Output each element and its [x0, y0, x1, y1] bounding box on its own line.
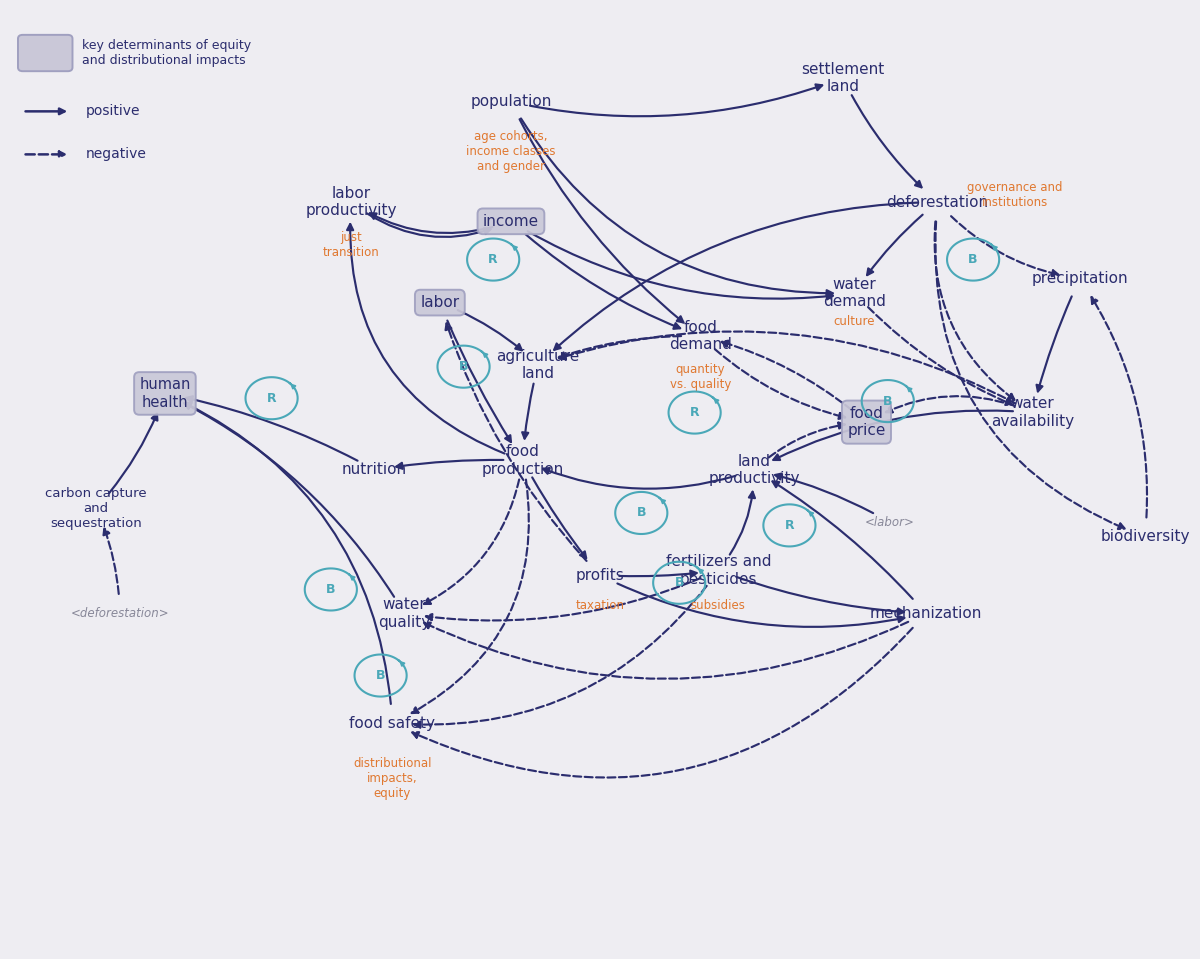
FancyArrowPatch shape — [424, 621, 908, 679]
Text: precipitation: precipitation — [1032, 271, 1128, 286]
FancyArrowPatch shape — [185, 403, 391, 704]
Text: carbon capture
and
sequestration: carbon capture and sequestration — [46, 486, 148, 529]
Text: water
demand: water demand — [823, 277, 886, 309]
Text: water
quality: water quality — [378, 597, 431, 629]
FancyArrowPatch shape — [526, 234, 680, 329]
FancyArrowPatch shape — [396, 460, 503, 469]
Text: labor
productivity: labor productivity — [305, 186, 397, 219]
Text: deforestation: deforestation — [887, 195, 989, 210]
FancyArrowPatch shape — [868, 215, 923, 275]
FancyArrowPatch shape — [721, 340, 852, 409]
Text: population: population — [470, 94, 552, 109]
Text: biodiversity: biodiversity — [1100, 529, 1189, 545]
FancyArrowPatch shape — [448, 320, 511, 442]
Text: fertilizers and
pesticides: fertilizers and pesticides — [666, 554, 772, 587]
Text: B: B — [458, 361, 468, 373]
Text: negative: negative — [85, 148, 146, 161]
FancyArrowPatch shape — [457, 310, 522, 350]
Text: mechanization: mechanization — [870, 606, 982, 620]
FancyArrowPatch shape — [347, 224, 504, 454]
FancyArrowPatch shape — [773, 481, 913, 598]
FancyArrowPatch shape — [935, 222, 1014, 400]
FancyArrowPatch shape — [103, 528, 119, 594]
FancyArrowPatch shape — [730, 492, 755, 554]
Text: food safety: food safety — [349, 715, 436, 731]
Text: subsidies: subsidies — [691, 599, 745, 612]
FancyArrowPatch shape — [412, 480, 529, 713]
FancyArrowPatch shape — [769, 423, 845, 457]
Text: profits: profits — [576, 568, 624, 583]
FancyArrowPatch shape — [737, 577, 904, 615]
Text: nutrition: nutrition — [342, 462, 407, 478]
Text: human
health: human health — [139, 377, 191, 409]
FancyArrowPatch shape — [619, 571, 697, 576]
FancyArrowPatch shape — [617, 583, 905, 627]
FancyArrowPatch shape — [520, 119, 684, 322]
Text: B: B — [376, 669, 385, 682]
Text: distributional
impacts,
equity: distributional impacts, equity — [353, 757, 432, 800]
Text: positive: positive — [85, 105, 140, 118]
FancyArrowPatch shape — [528, 231, 833, 299]
Text: <deforestation>: <deforestation> — [71, 607, 169, 620]
FancyArrowPatch shape — [413, 628, 913, 778]
FancyArrowPatch shape — [185, 404, 394, 596]
Text: settlement
land: settlement land — [802, 61, 884, 94]
FancyArrowPatch shape — [424, 480, 520, 604]
FancyArrowPatch shape — [886, 396, 1014, 412]
Text: quantity
vs. quality: quantity vs. quality — [670, 363, 731, 391]
Text: R: R — [266, 391, 276, 405]
FancyArrowPatch shape — [715, 349, 845, 419]
FancyBboxPatch shape — [18, 35, 72, 71]
Text: R: R — [690, 406, 700, 419]
Text: key determinants of equity
and distributional impacts: key determinants of equity and distribut… — [82, 39, 251, 67]
Text: income: income — [482, 214, 539, 229]
FancyArrowPatch shape — [522, 384, 534, 438]
FancyArrowPatch shape — [868, 307, 1012, 405]
Text: food
demand: food demand — [670, 320, 732, 352]
Text: food
production: food production — [481, 444, 564, 477]
FancyArrowPatch shape — [775, 474, 874, 513]
Text: labor: labor — [420, 295, 460, 310]
FancyArrowPatch shape — [935, 222, 1124, 529]
FancyArrowPatch shape — [1037, 296, 1072, 391]
FancyArrowPatch shape — [521, 119, 833, 296]
Text: land
productivity: land productivity — [708, 454, 799, 486]
Text: culture: culture — [834, 315, 875, 328]
Text: B: B — [326, 583, 336, 596]
FancyArrowPatch shape — [559, 336, 682, 359]
Text: <labor>: <labor> — [865, 516, 916, 529]
FancyArrowPatch shape — [426, 578, 701, 620]
FancyArrowPatch shape — [530, 84, 822, 116]
FancyArrowPatch shape — [367, 213, 491, 237]
Text: B: B — [674, 576, 684, 589]
Text: water
availability: water availability — [991, 396, 1074, 429]
FancyArrowPatch shape — [1092, 297, 1147, 518]
FancyArrowPatch shape — [445, 323, 587, 561]
FancyArrowPatch shape — [186, 396, 358, 460]
FancyArrowPatch shape — [533, 478, 586, 558]
Text: just
transition: just transition — [323, 231, 379, 259]
FancyArrowPatch shape — [559, 332, 1015, 404]
Text: B: B — [883, 394, 893, 408]
FancyArrowPatch shape — [773, 410, 1013, 460]
Text: B: B — [636, 506, 646, 520]
FancyArrowPatch shape — [852, 95, 922, 187]
Text: food
price: food price — [847, 406, 886, 438]
Text: B: B — [968, 253, 978, 266]
Text: R: R — [785, 519, 794, 532]
FancyArrowPatch shape — [952, 216, 1058, 276]
FancyArrowPatch shape — [554, 202, 918, 350]
FancyArrowPatch shape — [542, 468, 736, 489]
Text: governance and
institutions: governance and institutions — [967, 180, 1062, 208]
Text: R: R — [488, 253, 498, 266]
Text: taxation: taxation — [575, 599, 624, 612]
FancyArrowPatch shape — [414, 586, 707, 728]
FancyArrowPatch shape — [109, 413, 157, 494]
Text: agriculture
land: agriculture land — [497, 348, 580, 381]
Text: age cohorts,
income classes
and gender: age cohorts, income classes and gender — [466, 130, 556, 174]
FancyArrowPatch shape — [370, 213, 492, 233]
